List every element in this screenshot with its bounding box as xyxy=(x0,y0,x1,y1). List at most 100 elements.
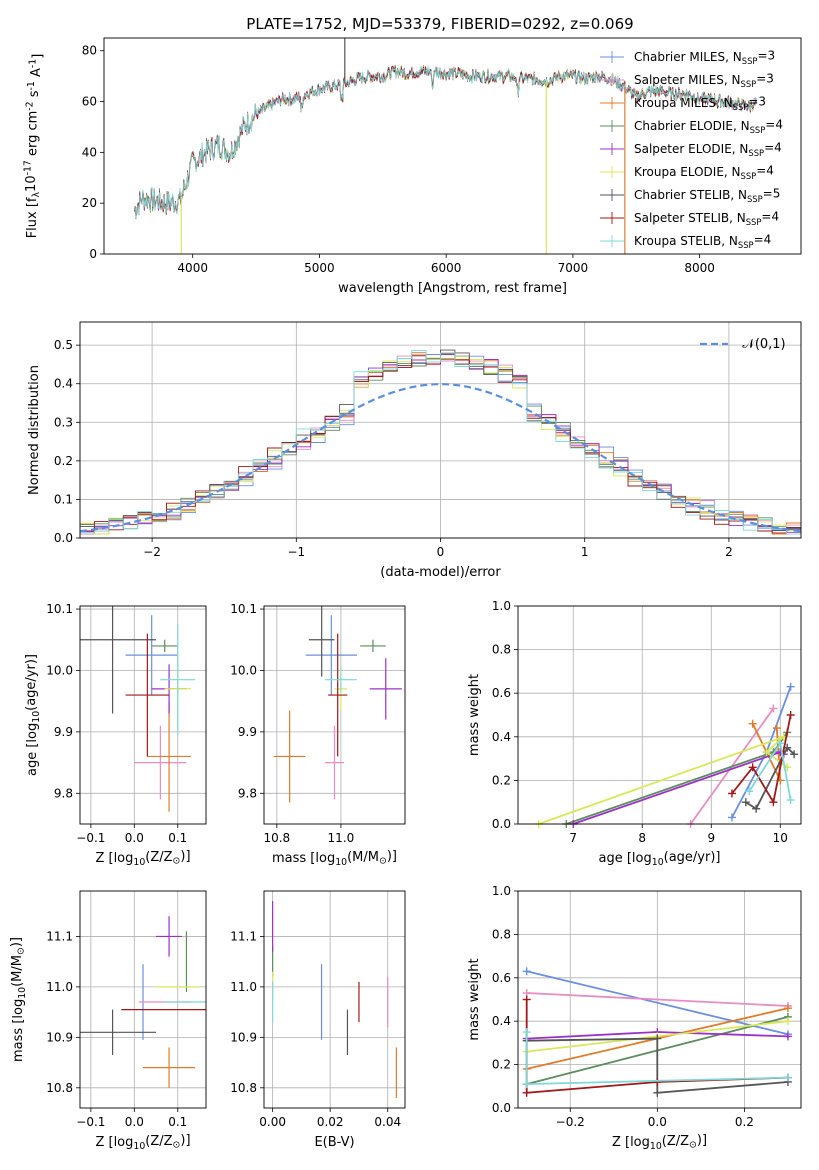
weight-vs-Z-xlabel: Z [log10​(Z/Z⊙​)] xyxy=(612,1133,707,1152)
y-tick-label: 0.4 xyxy=(492,730,511,744)
legend-entry: Chabrier STELIB, NSSP=5 xyxy=(634,187,780,204)
x-tick-label: 0.0 xyxy=(648,1115,667,1129)
legend-entry: Kroupa ELODIE, NSSP=4 xyxy=(634,164,774,181)
age-vs-Z-ylabel: age [log10​(age/yr)] xyxy=(24,654,42,776)
y-tick-label: 11.1 xyxy=(46,929,73,943)
x-tick-label: −1 xyxy=(287,545,305,559)
x-tick-label: −0.1 xyxy=(76,831,105,845)
age-vs-mass-xlabel: mass [log10​(M/M⊙​)] xyxy=(272,849,397,868)
x-tick-label: −0.1 xyxy=(76,1115,105,1129)
x-tick-label: 0.04 xyxy=(374,1115,401,1129)
y-tick-label: 10.1 xyxy=(230,602,257,616)
x-tick-label: 2 xyxy=(725,545,733,559)
y-tick-label: 9.8 xyxy=(238,786,257,800)
y-tick-label: 11.0 xyxy=(46,980,73,994)
y-tick-label: 11.1 xyxy=(230,929,257,943)
x-tick-label: 7000 xyxy=(558,261,589,275)
x-tick-label: 0.0 xyxy=(125,831,144,845)
weight-vs-Z-frame xyxy=(517,890,802,1109)
y-tick-label: 0.2 xyxy=(492,1058,511,1072)
x-tick-label: 0.1 xyxy=(168,1115,187,1129)
legend-entry: Salpeter ELODIE, NSSP=4 xyxy=(634,141,782,158)
y-tick-label: 9.8 xyxy=(54,786,73,800)
y-tick-label: 0.4 xyxy=(492,1014,511,1028)
age-vs-Z-xlabel: Z [log10​(Z/Z⊙​)] xyxy=(95,849,190,868)
mass-vs-EBV-xlabel: E(B-V) xyxy=(314,1135,354,1150)
spectrum-frame xyxy=(103,37,802,255)
legend-entry: Salpeter MILES, NSSP=3 xyxy=(634,72,774,89)
y-tick-label: 0.2 xyxy=(492,773,511,787)
weight-vs-age-xlabel: age [log10​(age/yr)] xyxy=(599,850,721,868)
x-tick-label: 6000 xyxy=(431,261,462,275)
y-tick-label: 0.4 xyxy=(54,377,73,391)
legend-entry: Chabrier MILES, NSSP=3 xyxy=(634,49,775,66)
legend-entry: Kroupa MILES, NSSP=3 xyxy=(634,95,766,112)
y-tick-label: 1.0 xyxy=(492,884,511,898)
legend-entry: Kroupa STELIB, NSSP=4 xyxy=(634,233,771,250)
residual-histogram-step xyxy=(80,349,801,535)
mass-vs-Z-axes: −0.1 0.0 0.1 10.8 10.9 11.0 11.1 xyxy=(46,891,206,1129)
mass-weight-line xyxy=(745,746,795,810)
y-tick-label: 10.8 xyxy=(46,1081,73,1095)
x-tick-label: 5000 xyxy=(304,261,335,275)
x-tick-label: −2 xyxy=(143,545,161,559)
x-tick-label: 4000 xyxy=(177,261,208,275)
x-tick-label: 0.2 xyxy=(735,1115,754,1129)
mass-vs-Z-xlabel: Z [log10​(Z/Z⊙​)] xyxy=(95,1133,190,1152)
x-tick-label: 0.02 xyxy=(317,1115,344,1129)
y-tick-label: 1.0 xyxy=(492,599,511,613)
gaussian-reference-curve xyxy=(79,382,802,533)
x-tick-label: 9 xyxy=(707,831,715,845)
x-tick-label: −0.2 xyxy=(556,1115,585,1129)
x-tick-label: 10 xyxy=(773,831,788,845)
y-tick-label: 9.9 xyxy=(238,725,257,739)
y-tick-label: 40 xyxy=(82,145,97,159)
y-tick-label: 10.1 xyxy=(46,602,73,616)
x-tick-label: 8 xyxy=(638,831,646,845)
mass-weight-line xyxy=(538,735,788,824)
spectrum-ylabel: Flux [fλ​10-17​ erg cm-2​ s-1​ A-1​] xyxy=(23,54,46,239)
x-tick-label: 11.0 xyxy=(328,831,355,845)
y-tick-label: 0.8 xyxy=(492,927,511,941)
residuals-xlabel: (data-model)/error xyxy=(380,565,501,580)
y-tick-label: 9.9 xyxy=(54,725,73,739)
y-tick-label: 10.9 xyxy=(46,1030,73,1044)
x-tick-label: 0.1 xyxy=(168,831,187,845)
x-tick-label: 0 xyxy=(437,545,445,559)
mass-weight-line xyxy=(526,992,788,1007)
weight-vs-age-frame xyxy=(517,605,802,825)
mass-weight-line xyxy=(731,714,792,805)
residuals-ylabel: Normed distribution xyxy=(27,365,42,495)
residuals-frame xyxy=(79,321,802,539)
mass-weight-line xyxy=(526,1037,788,1094)
y-tick-label: 60 xyxy=(82,95,97,109)
mass-weight-line xyxy=(526,970,789,1036)
y-tick-label: 0.0 xyxy=(492,1101,511,1115)
weight-vs-age-ylabel: mass weight xyxy=(467,674,482,756)
x-tick-label: 7 xyxy=(569,831,577,845)
age-vs-Z-axes: −0.1 0.0 0.1 9.8 9.9 10.0 10.1 xyxy=(46,602,206,845)
mass-vs-EBV-axes: 0.00 0.02 0.04 10.8 10.9 11.0 11.1 xyxy=(230,891,405,1129)
legend-entry: Salpeter STELIB, NSSP=4 xyxy=(634,210,779,227)
y-tick-label: 10.8 xyxy=(230,1081,257,1095)
mass-vs-Z-frame xyxy=(79,890,207,1109)
x-tick-label: 0.0 xyxy=(125,1115,144,1129)
legend-entry: Chabrier ELODIE, NSSP=4 xyxy=(634,118,783,135)
y-tick-label: 0.0 xyxy=(492,817,511,831)
mass-vs-EBV-frame xyxy=(263,890,406,1109)
x-tick-label: 10.8 xyxy=(263,831,290,845)
y-tick-label: 0.6 xyxy=(492,686,511,700)
x-tick-label: 8000 xyxy=(684,261,715,275)
y-tick-label: 0.6 xyxy=(492,971,511,985)
x-tick-label: 1 xyxy=(581,545,589,559)
age-vs-mass-axes: 10.8 11.0 9.8 9.9 10.0 10.1 xyxy=(230,602,405,845)
y-tick-label: 80 xyxy=(82,44,97,58)
y-tick-label: 0.8 xyxy=(492,643,511,657)
spectrum-model-line xyxy=(134,65,757,218)
y-tick-label: 11.0 xyxy=(230,980,257,994)
mass-vs-Z-ylabel: mass [log10​(M/M⊙​)] xyxy=(9,937,28,1062)
age-vs-Z-frame xyxy=(79,605,207,825)
figure-title: PLATE=1752, MJD=53379, FIBERID=0292, z=0… xyxy=(246,15,633,33)
y-tick-label: 20 xyxy=(82,196,97,210)
